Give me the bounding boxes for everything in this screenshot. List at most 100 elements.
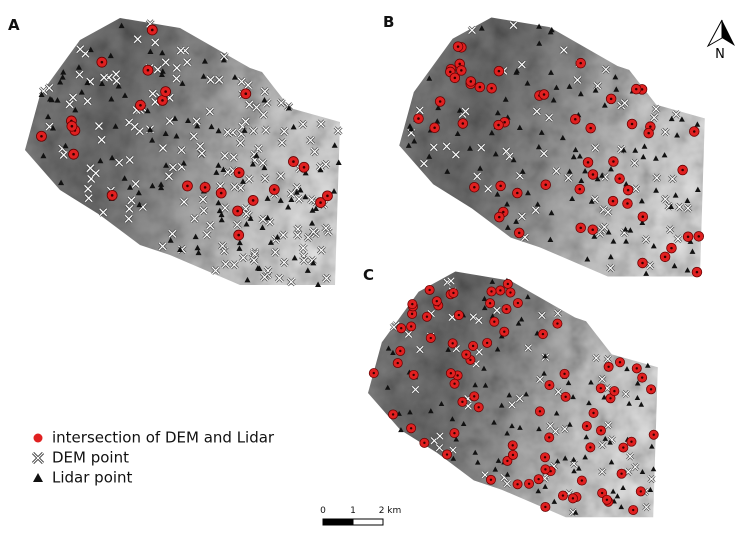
intersection-core [696,271,699,274]
north-label: N [715,47,725,62]
legend-symbol [34,434,43,443]
intersection-core [423,442,425,444]
intersection-core [578,188,581,191]
intersection-core [589,446,591,448]
intersection-core [101,61,104,64]
intersection-core [490,479,492,481]
intersection-core [631,123,634,126]
intersection-core [664,256,667,259]
intersection-core [509,291,511,293]
intersection-core [587,161,590,164]
intersection-core [473,186,476,189]
map-panel [25,18,342,287]
intersection-core [139,104,142,107]
intersection-core [642,215,645,218]
intersection-core [410,427,412,429]
intersection-core [563,373,565,375]
intersection-core [461,401,463,403]
legend-label: Lidar point [52,469,133,487]
intersection-core [698,235,701,238]
intersection-core [498,70,501,73]
intersection-core [450,372,452,374]
map-panel [368,272,658,518]
intersection-core [681,169,684,172]
intersection-core [627,189,630,192]
intersection-core [319,201,322,204]
intersection-core [410,325,412,327]
intersection-core [497,124,500,127]
intersection-core [457,45,460,48]
intersection-core [433,126,436,129]
intersection-core [537,478,539,480]
intersection-core [591,228,594,231]
intersection-core [456,374,458,376]
intersection-core [439,100,442,103]
intersection-core [609,397,611,399]
intersection-core [417,117,420,120]
intersection-core [600,429,602,431]
intersection-core [641,376,643,378]
intersection-core [607,366,609,368]
map-panel [399,17,705,277]
intersection-core [237,234,240,237]
intersection-core [542,333,544,335]
intersection-core [499,185,502,188]
intersection-core [636,367,638,369]
scale-label: 1 [350,506,356,516]
intersection-core [543,93,546,96]
intersection-core [373,372,375,374]
intersection-core [400,327,402,329]
intersection-core [564,396,566,398]
intersection-core [452,292,454,294]
intersection-core [252,199,255,202]
intersection-core [472,345,474,347]
intersection-core [610,98,613,101]
intersection-core [397,362,399,364]
intersection-core [186,185,189,188]
intersection-core [412,374,414,376]
intersection-core [454,77,457,80]
intersection-core [581,479,583,481]
intersection-core [164,90,167,93]
scale-label: 0 [320,506,326,516]
legend-label: DEM point [52,449,129,467]
intersection-core [606,499,608,501]
intersection-core [505,308,507,310]
intersection-core [273,188,276,191]
intersection-core [71,125,74,128]
intersection-core [517,302,519,304]
intersection-core [562,494,564,496]
intersection-core [601,492,603,494]
intersection-core [204,186,207,189]
intersection-core [238,171,241,174]
intersection-core [453,383,455,385]
intersection-core [503,330,505,332]
intersection-core [498,216,501,219]
intersection-core [592,412,594,414]
intersection-core [458,63,461,66]
intersection-core [653,434,655,436]
intersection-core [630,441,632,443]
intersection-core [451,342,453,344]
intersection-core [399,350,401,352]
intersection-core [411,303,413,305]
intersection-core [544,506,546,508]
intersection-core [528,483,530,485]
intersection-core [477,406,479,408]
intersection-core [428,289,430,291]
intersection-core [539,410,541,412]
intersection-core [518,232,521,235]
intersection-core [40,135,43,138]
intersection-core [516,192,519,195]
intersection-core [548,384,550,386]
intersection-core [460,69,463,72]
intersection-core [612,160,615,163]
intersection-core [556,322,558,324]
intersection-core [72,153,75,156]
intersection-core [465,353,467,355]
legend: intersection of DEM and Lidar DEM point … [33,429,275,487]
intersection-core [147,69,150,72]
intersection-core [516,483,518,485]
legend-symbol [33,473,43,482]
intersection-core [613,390,615,392]
